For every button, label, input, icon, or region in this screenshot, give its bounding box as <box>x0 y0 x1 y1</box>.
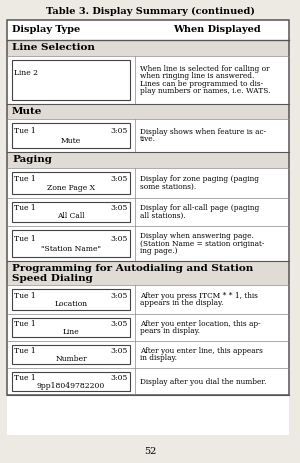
Text: After you enter line, this appears: After you enter line, this appears <box>140 347 263 355</box>
Text: tive.: tive. <box>140 135 156 143</box>
Text: "Station Name": "Station Name" <box>41 245 101 253</box>
FancyBboxPatch shape <box>12 60 130 100</box>
Text: 9pp18049782200: 9pp18049782200 <box>37 382 105 390</box>
Text: Line Selection: Line Selection <box>12 44 95 52</box>
Text: Zone Page X: Zone Page X <box>47 184 95 192</box>
Text: Paging: Paging <box>12 156 52 164</box>
Text: When Displayed: When Displayed <box>173 25 261 35</box>
Text: all stations).: all stations). <box>140 212 186 219</box>
Text: Display Type: Display Type <box>12 25 80 35</box>
FancyBboxPatch shape <box>7 261 289 285</box>
FancyBboxPatch shape <box>12 318 130 337</box>
Text: Tue 1: Tue 1 <box>14 235 36 243</box>
Text: 3:05: 3:05 <box>111 374 128 382</box>
Text: Tue 1: Tue 1 <box>14 320 36 328</box>
Text: 3:05: 3:05 <box>111 347 128 355</box>
Text: Tue 1: Tue 1 <box>14 204 36 213</box>
Text: ing page.): ing page.) <box>140 247 178 255</box>
Text: 3:05: 3:05 <box>111 175 128 183</box>
Text: play numbers or names, i.e. WATS.: play numbers or names, i.e. WATS. <box>140 87 271 95</box>
Text: After you enter location, this ap-: After you enter location, this ap- <box>140 320 261 328</box>
Text: 52: 52 <box>144 448 156 457</box>
Text: Programming for Autodialing and Station: Programming for Autodialing and Station <box>12 264 253 273</box>
FancyBboxPatch shape <box>7 104 289 119</box>
Text: Tue 1: Tue 1 <box>14 175 36 183</box>
Text: (Station Name = station originat-: (Station Name = station originat- <box>140 239 264 248</box>
Text: Display for zone paging (paging: Display for zone paging (paging <box>140 175 259 183</box>
FancyBboxPatch shape <box>12 230 130 257</box>
Text: Line 2: Line 2 <box>14 69 38 77</box>
Text: Display after you dial the number.: Display after you dial the number. <box>140 377 266 386</box>
Text: 3:05: 3:05 <box>111 204 128 213</box>
FancyBboxPatch shape <box>7 40 289 56</box>
Text: some stations).: some stations). <box>140 182 196 191</box>
FancyBboxPatch shape <box>7 20 289 435</box>
FancyBboxPatch shape <box>12 372 130 391</box>
Text: Tue 1: Tue 1 <box>14 374 36 382</box>
Text: 3:05: 3:05 <box>111 127 128 135</box>
Text: Display shows when feature is ac-: Display shows when feature is ac- <box>140 128 266 136</box>
Text: Mute: Mute <box>61 137 81 145</box>
Text: Speed Dialing: Speed Dialing <box>12 274 93 283</box>
Text: 3:05: 3:05 <box>111 292 128 300</box>
Text: 3:05: 3:05 <box>111 235 128 243</box>
Text: Mute: Mute <box>12 107 42 116</box>
Text: Display when answering page.: Display when answering page. <box>140 232 254 240</box>
FancyBboxPatch shape <box>12 345 130 364</box>
Text: All Call: All Call <box>57 213 85 220</box>
Text: When line is selected for calling or: When line is selected for calling or <box>140 65 270 73</box>
Text: Display for all-call page (paging: Display for all-call page (paging <box>140 204 259 213</box>
Text: Tue 1: Tue 1 <box>14 292 36 300</box>
Text: 3:05: 3:05 <box>111 320 128 328</box>
FancyBboxPatch shape <box>12 289 130 310</box>
Text: Tue 1: Tue 1 <box>14 127 36 135</box>
Text: in display.: in display. <box>140 354 177 362</box>
FancyBboxPatch shape <box>12 202 130 222</box>
Text: appears in the display.: appears in the display. <box>140 299 224 307</box>
Text: when ringing line is answered.: when ringing line is answered. <box>140 72 254 81</box>
FancyBboxPatch shape <box>12 172 130 194</box>
Text: Lines can be programmed to dis-: Lines can be programmed to dis- <box>140 80 263 88</box>
FancyBboxPatch shape <box>12 123 130 148</box>
Text: Tue 1: Tue 1 <box>14 347 36 355</box>
Text: Number: Number <box>55 355 87 363</box>
Text: Location: Location <box>54 300 88 308</box>
Text: pears in display.: pears in display. <box>140 327 200 335</box>
Text: Table 3. Display Summary (continued): Table 3. Display Summary (continued) <box>46 6 254 16</box>
FancyBboxPatch shape <box>7 152 289 168</box>
Text: After you press ITCM * * 1, this: After you press ITCM * * 1, this <box>140 292 258 300</box>
Text: Line: Line <box>63 328 80 336</box>
